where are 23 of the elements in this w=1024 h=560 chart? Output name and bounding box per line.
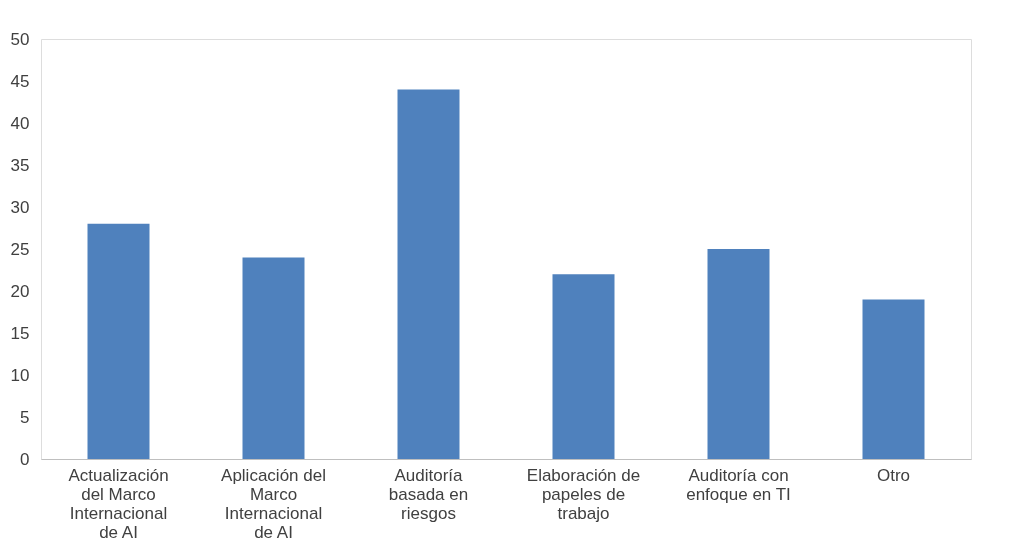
x-tick-label: Elaboración de papeles de trabajo bbox=[526, 465, 641, 523]
x-tick-label: Auditoría con enfoque en TI bbox=[686, 465, 791, 504]
y-tick-label: 15 bbox=[10, 323, 30, 343]
y-tick-label: 45 bbox=[10, 71, 30, 91]
x-tick-label: Actualización del Marco Internacional de AI bbox=[68, 465, 169, 542]
x-tick-label: Otro bbox=[876, 465, 911, 485]
y-tick-label: 50 bbox=[10, 29, 30, 49]
bar bbox=[707, 249, 770, 459]
y-tick-label: 40 bbox=[10, 113, 30, 133]
bar bbox=[397, 89, 460, 459]
bar bbox=[862, 299, 925, 459]
y-tick-label: 35 bbox=[10, 155, 30, 175]
bar bbox=[552, 274, 615, 459]
y-tick-label: 5 bbox=[20, 407, 30, 427]
bar bbox=[87, 223, 150, 459]
x-tick-label: Aplicación del Marco Internacional de AI bbox=[221, 465, 326, 542]
bar bbox=[242, 257, 305, 459]
y-tick-label: 20 bbox=[10, 281, 30, 301]
x-tick-label: Auditoría basada en riesgos bbox=[388, 465, 469, 523]
y-tick-label: 0 bbox=[20, 449, 30, 469]
y-tick-label: 25 bbox=[10, 239, 30, 259]
y-tick-label: 10 bbox=[10, 365, 30, 385]
y-tick-label: 30 bbox=[10, 197, 30, 217]
